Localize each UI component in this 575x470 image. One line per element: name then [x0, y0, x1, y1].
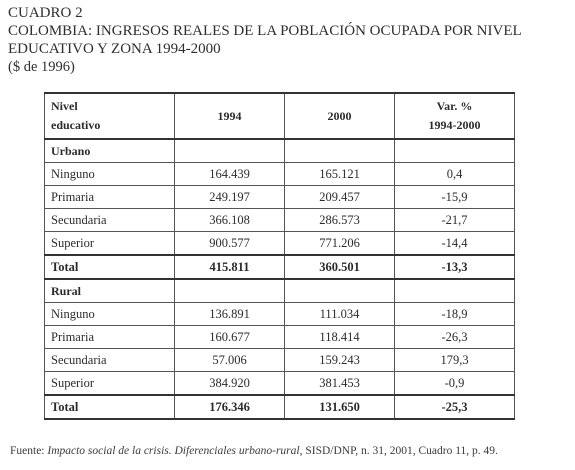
empty-cell	[174, 138, 285, 163]
total-variation: -13,3	[394, 254, 515, 280]
table-number-label: CUADRO 2	[8, 5, 83, 21]
group-title-rural: Rural	[44, 278, 175, 303]
empty-cell	[394, 278, 515, 303]
source-prefix: Fuente:	[10, 445, 48, 457]
total-row-urban: Total 415.811 360.501 -13,3	[44, 254, 515, 280]
row-variation: -0,9	[394, 371, 515, 396]
table-row: Secundaria 366.108 286.573 -21,7	[44, 208, 515, 232]
source-title: Impacto social de la crisis. Diferencial…	[47, 445, 300, 457]
total-value-2000: 131.650	[284, 394, 395, 420]
row-value-1994: 900.577	[174, 231, 285, 256]
table-title-line-1: COLOMBIA: INGRESOS REALES DE LA POBLACIÓ…	[8, 23, 522, 39]
row-value-1994: 366.108	[174, 208, 285, 232]
row-value-2000: 771.206	[284, 231, 395, 256]
row-variation: -14,4	[394, 231, 515, 256]
table-row: Superior 900.577 771.206 -14,4	[44, 231, 515, 256]
table-title-line-2: EDUCATIVO Y ZONA 1994-2000	[8, 41, 221, 57]
empty-cell	[284, 138, 395, 163]
header-variation-line-2: 1994-2000	[428, 118, 481, 132]
row-level: Ninguno	[44, 162, 175, 186]
row-level: Primaria	[44, 325, 175, 349]
total-variation: -25,3	[394, 394, 515, 420]
row-level: Secundaria	[44, 208, 175, 232]
table-row: Ninguno 164.439 165.121 0,4	[44, 162, 515, 186]
table-row: Primaria 160.677 118.414 -26,3	[44, 325, 515, 349]
source-note: Fuente: Impacto social de la crisis. Dif…	[10, 445, 570, 457]
row-value-2000: 165.121	[284, 162, 395, 186]
table-row: Primaria 249.197 209.457 -15,9	[44, 185, 515, 209]
group-row-rural: Rural	[44, 278, 515, 303]
row-level: Ninguno	[44, 302, 175, 326]
total-value-1994: 415.811	[174, 254, 285, 280]
group-row-urban: Urbano	[44, 138, 515, 163]
empty-cell	[284, 278, 395, 303]
total-row-rural: Total 176.346 131.650 -25,3	[44, 394, 515, 420]
group-title-urban: Urbano	[44, 138, 175, 163]
row-value-2000: 118.414	[284, 325, 395, 349]
income-table: Nivel educativo 1994 2000 Var. % 1994-20…	[44, 92, 515, 420]
empty-cell	[394, 138, 515, 163]
row-value-1994: 57.006	[174, 348, 285, 372]
table-row: Ninguno 136.891 111.034 -18,9	[44, 302, 515, 326]
total-label: Total	[44, 394, 175, 420]
table-row: Superior 384.920 381.453 -0,9	[44, 371, 515, 396]
row-variation: -21,7	[394, 208, 515, 232]
table-row: Secundaria 57.006 159.243 179,3	[44, 348, 515, 372]
total-value-2000: 360.501	[284, 254, 395, 280]
table-heading: CUADRO 2 COLOMBIA: INGRESOS REALES DE LA…	[8, 4, 568, 76]
header-education-line-1: Nivel	[51, 99, 78, 113]
row-level: Primaria	[44, 185, 175, 209]
row-value-2000: 111.034	[284, 302, 395, 326]
row-variation: -18,9	[394, 302, 515, 326]
row-value-1994: 160.677	[174, 325, 285, 349]
table-units: ($ de 1996)	[8, 59, 75, 75]
income-table-container: Nivel educativo 1994 2000 Var. % 1994-20…	[44, 92, 515, 420]
header-variation-line-1: Var. %	[436, 99, 473, 113]
row-variation: -15,9	[394, 185, 515, 209]
row-value-2000: 159.243	[284, 348, 395, 372]
row-level: Superior	[44, 231, 175, 256]
row-value-1994: 136.891	[174, 302, 285, 326]
total-label: Total	[44, 254, 175, 280]
header-year-1994: 1994	[174, 92, 285, 140]
total-value-1994: 176.346	[174, 394, 285, 420]
row-value-2000: 209.457	[284, 185, 395, 209]
row-value-2000: 286.573	[284, 208, 395, 232]
empty-cell	[174, 278, 285, 303]
row-value-1994: 384.920	[174, 371, 285, 396]
row-value-1994: 249.197	[174, 185, 285, 209]
row-value-2000: 381.453	[284, 371, 395, 396]
header-year-2000: 2000	[284, 92, 395, 140]
row-variation: 179,3	[394, 348, 515, 372]
row-level: Secundaria	[44, 348, 175, 372]
table-header-row: Nivel educativo 1994 2000 Var. % 1994-20…	[44, 92, 515, 140]
row-variation: -26,3	[394, 325, 515, 349]
header-variation: Var. % 1994-2000	[394, 92, 515, 140]
source-details: , SISD/DNP, n. 31, 2001, Cuadro 11, p. 4…	[299, 445, 498, 457]
row-level: Superior	[44, 371, 175, 396]
header-education-level: Nivel educativo	[44, 92, 175, 140]
row-variation: 0,4	[394, 162, 515, 186]
row-value-1994: 164.439	[174, 162, 285, 186]
header-education-line-2: educativo	[51, 118, 101, 132]
